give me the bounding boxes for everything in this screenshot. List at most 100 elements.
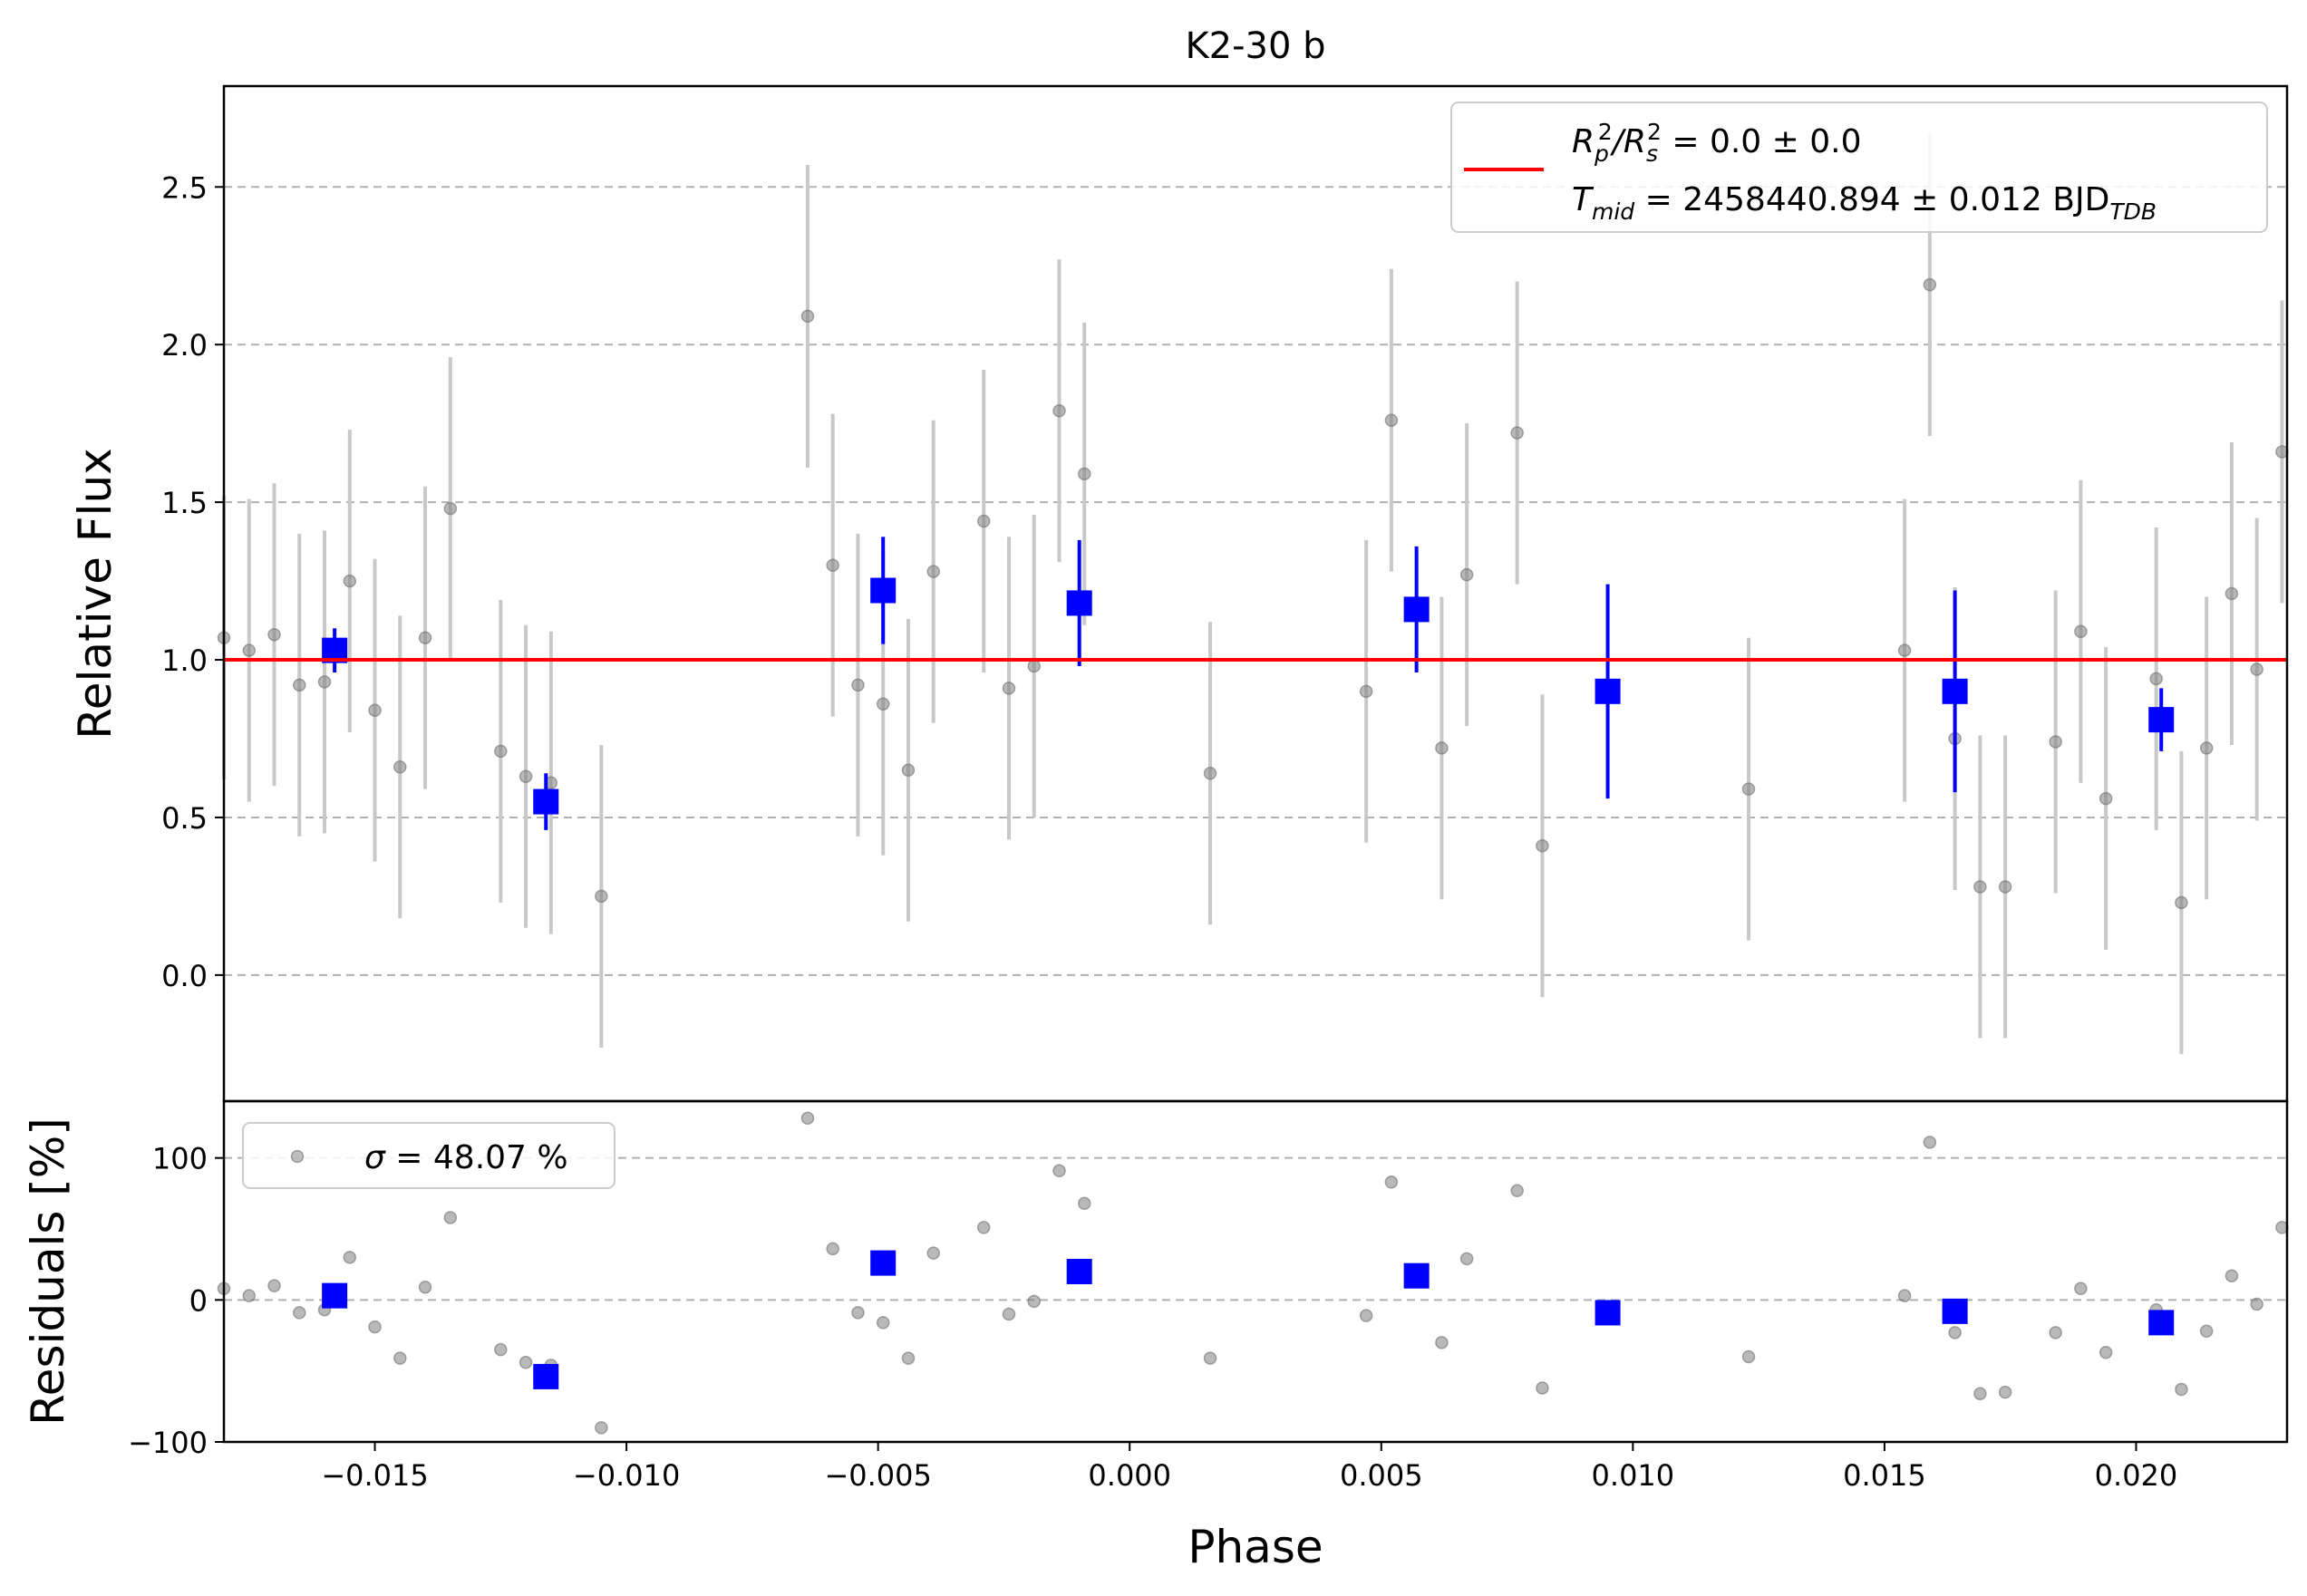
raw-point [1002,682,1016,695]
binned-point [1066,590,1092,616]
residual-point [1052,1164,1066,1178]
legend-residual-swatch [290,1149,305,1164]
residual-point [926,1246,940,1260]
raw-point [1536,839,1549,853]
raw-point [242,643,257,657]
residual-point [2074,1282,2088,1296]
binned-point [1942,678,1968,704]
bottom-panel: −100 0 100 −0.015 −0.010 −0.005 0.000 0.005 0.0… [128,1099,2289,1493]
x-axis-label: Phase [1187,1521,1323,1573]
raw-point [976,514,991,528]
residual-point [494,1342,508,1357]
raw-point [2049,735,2062,749]
residual-point [1384,1175,1399,1189]
binned-point [870,577,897,604]
top-y-ticks: 0.0 0.5 1.0 1.5 2.0 2.5 [161,170,224,993]
chart-title: K2-30 b [1185,25,1325,67]
raw-point [2099,791,2113,806]
residual-point [1435,1336,1449,1349]
binned-point [533,788,559,815]
binned-residual-point [1942,1298,1968,1324]
residual-point [1027,1294,1041,1309]
residual-point [1203,1351,1217,1365]
residual-point [1923,1136,1937,1149]
raw-point [1998,880,2012,894]
top-ytick-label: 2.5 [161,170,208,205]
x-tick-label: −0.015 [321,1458,428,1493]
raw-point [317,675,332,689]
x-tick-label: −0.005 [824,1458,931,1493]
top-binned-points [322,577,2175,815]
residual-point [800,1111,815,1126]
raw-point [2175,895,2188,910]
raw-point [443,501,458,516]
residual-point [851,1306,865,1320]
raw-point [926,565,940,578]
residual-point [1948,1326,1962,1340]
raw-point [1897,643,1912,657]
top-legend-box [1450,102,2268,233]
residual-point [876,1316,890,1330]
residual-point [595,1421,608,1435]
raw-point [1384,413,1399,427]
residual-point [2175,1382,2188,1397]
binned-point [1403,596,1430,623]
raw-point [826,558,839,572]
raw-point [1741,782,1756,796]
x-tick-label: 0.010 [1592,1458,1675,1493]
top-raw-errorbars [222,133,2284,1054]
residual-point [1002,1307,1016,1321]
residual-point [2099,1346,2113,1359]
top-panel-frame [222,84,2289,1103]
raw-point [2074,624,2088,638]
raw-point [368,703,382,717]
top-gridlines [224,186,2287,976]
x-tick-label: 0.015 [1843,1458,1926,1493]
residual-point [1536,1381,1549,1395]
bottom-ytick-label: −100 [128,1426,208,1460]
binned-residual-point [1066,1259,1092,1284]
bottom-raw-points [217,1111,2289,1435]
raw-point [2250,663,2263,676]
raw-point [494,744,508,759]
raw-point [418,631,432,644]
bottom-ytick-label: 100 [152,1142,208,1176]
binned-residual-point [322,1282,348,1309]
residual-point [2049,1326,2062,1340]
bottom-legend-box [242,1122,616,1189]
raw-point [800,309,815,324]
legend-line-rprs: Rp2/Rs2 = 0.0 ± 0.0 [1572,119,1862,167]
residual-point [2250,1297,2263,1311]
residual-point [2225,1269,2239,1282]
top-y-axis-label: Relative Flux [69,448,121,739]
raw-point [2149,672,2163,686]
top-ytick-label: 1.5 [161,486,208,520]
binned-point [2148,707,2175,733]
legend-line-tmid: Tmid = 2458440.894 ± 0.012 BJDTDB [1572,181,2157,225]
raw-point [1435,741,1449,755]
residual-point [293,1306,306,1320]
residual-point [1359,1309,1373,1322]
bottom-binned-points [322,1250,2175,1389]
raw-point [293,678,306,692]
top-binned-errorbars [333,537,2164,830]
raw-point [343,574,357,588]
top-ytick-label: 2.0 [161,328,208,363]
raw-point [2225,586,2239,601]
raw-point [393,760,407,774]
top-panel: 0.0 0.5 1.0 1.5 2.0 2.5 Rp2/Rs2 = 0.0 ± 0.0 T… [161,84,2289,1103]
x-tick-label: 0.020 [2095,1458,2178,1493]
raw-point [901,763,916,778]
top-ytick-label: 1.0 [161,643,208,678]
bottom-panel-frame [222,1099,2289,1444]
bottom-x-ticks: −0.015 −0.010 −0.005 0.000 0.005 0.010 0.015 0.… [321,1442,2177,1493]
bottom-y-ticks: −100 0 100 [128,1142,224,1460]
raw-point [1510,426,1524,440]
residual-point [826,1242,839,1256]
raw-point [2199,741,2214,755]
residual-point [519,1356,533,1369]
raw-point [1203,767,1217,780]
residual-point [418,1280,432,1294]
residual-point [1459,1252,1474,1266]
